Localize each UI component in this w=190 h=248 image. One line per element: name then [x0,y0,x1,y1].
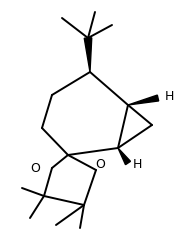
Text: O: O [95,158,105,172]
Text: O: O [30,161,40,175]
Polygon shape [118,148,131,165]
Text: H: H [133,158,142,172]
Text: H: H [165,90,174,102]
Polygon shape [128,95,159,105]
Polygon shape [84,38,92,72]
